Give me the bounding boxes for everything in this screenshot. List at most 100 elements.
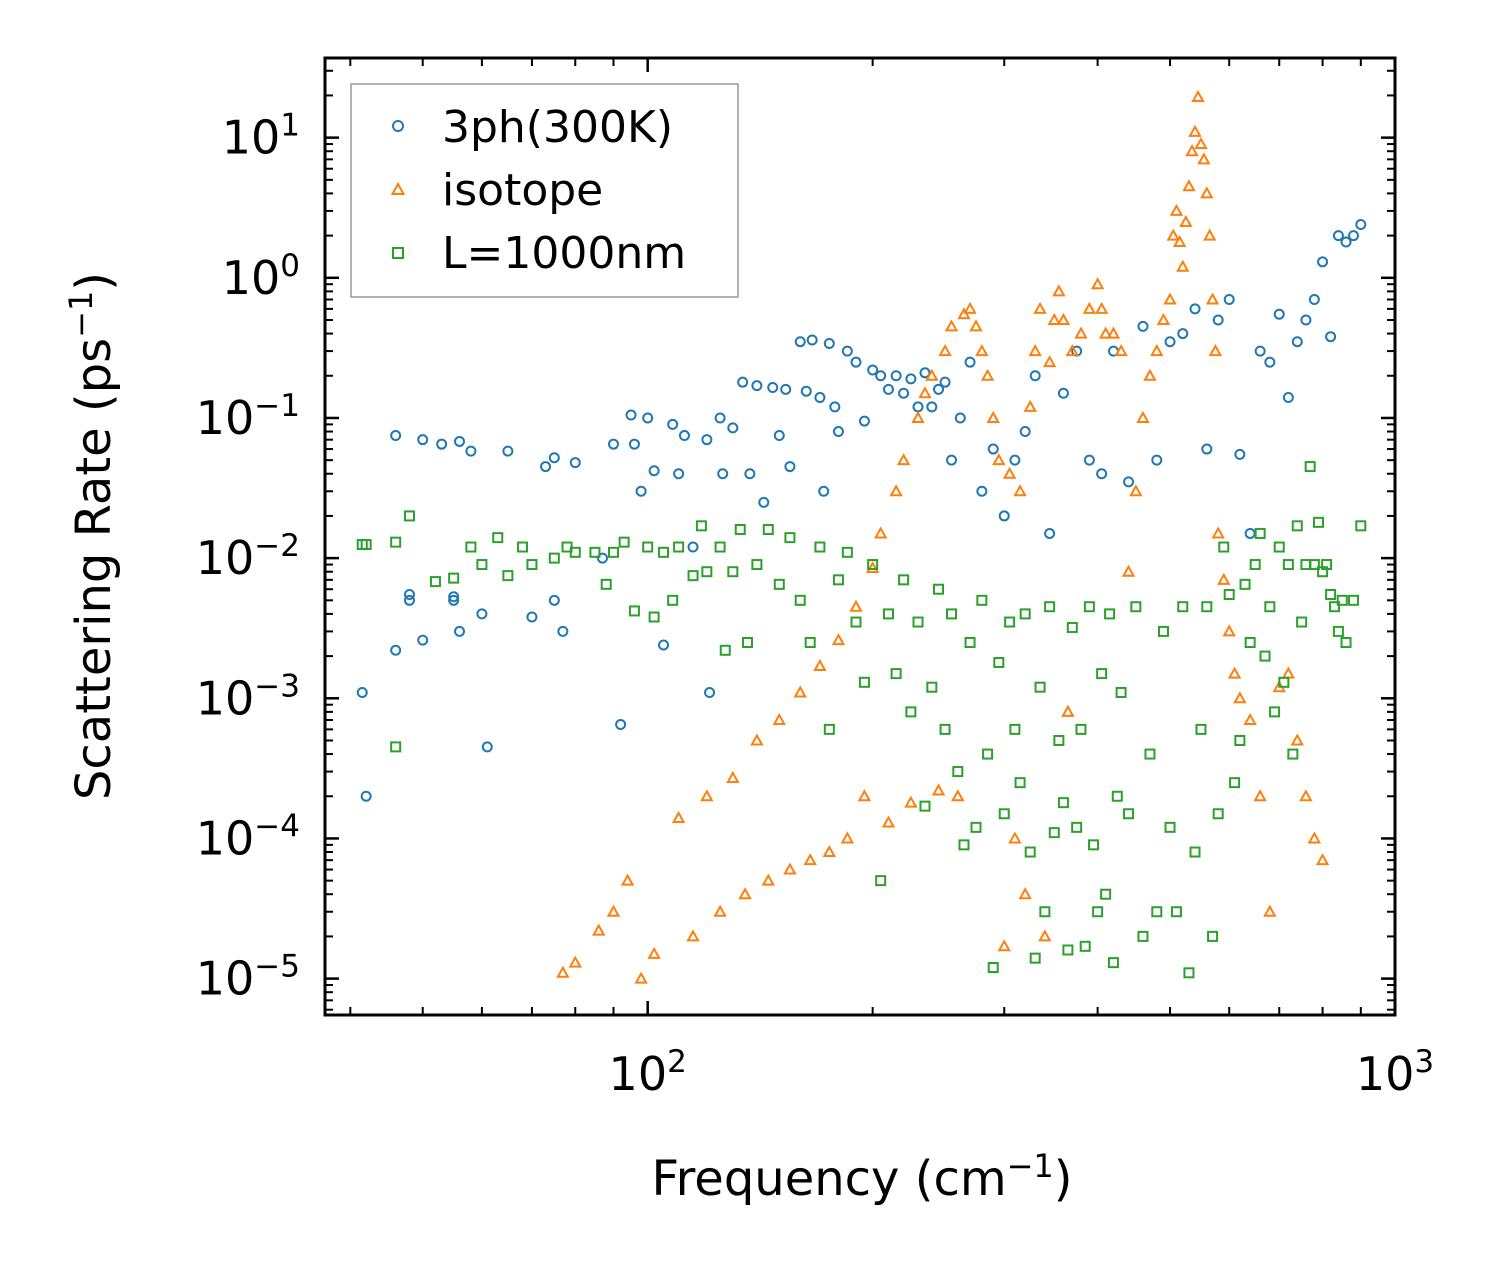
data-point: [569, 457, 581, 469]
data-point: [875, 370, 887, 382]
data-point: [403, 510, 415, 522]
data-point: [1208, 344, 1223, 357]
data-point: [1130, 601, 1142, 613]
data-point: [1170, 906, 1182, 918]
data-point: [794, 336, 806, 348]
data-point: [704, 686, 716, 698]
y-tick-label: 100: [222, 248, 300, 305]
data-point: [767, 381, 779, 393]
legend-entry-3ph: 3ph(300K): [392, 102, 673, 153]
data-point: [600, 578, 612, 590]
data-point: [1179, 214, 1193, 228]
data-point: [1253, 789, 1267, 802]
data-point: [890, 370, 902, 382]
data-point: [448, 572, 460, 584]
data-point: [1008, 831, 1022, 844]
data-point: [751, 559, 763, 571]
data-point: [1307, 831, 1322, 844]
plot-frame: [323, 56, 1397, 1017]
data-point: [841, 345, 853, 357]
data-point: [783, 862, 797, 875]
data-point: [1287, 748, 1299, 760]
data-point: [356, 686, 368, 698]
series-layer: [356, 89, 1367, 984]
data-point: [997, 939, 1011, 952]
data-point: [964, 356, 976, 368]
data-point: [1044, 527, 1056, 539]
data-point: [1002, 466, 1017, 479]
plot-area: [356, 89, 1367, 984]
data-point: [713, 904, 727, 917]
data-point: [719, 644, 731, 656]
data-point: [832, 426, 844, 438]
data-point: [1023, 399, 1037, 412]
data-point: [1176, 259, 1190, 272]
data-point: [939, 723, 951, 735]
data-point: [1090, 277, 1105, 290]
data-point: [1340, 236, 1352, 248]
data-point: [1254, 527, 1266, 539]
data-point: [772, 712, 786, 725]
data-point: [823, 337, 835, 349]
data-point: [784, 532, 796, 544]
data-point: [714, 412, 726, 424]
data-point: [403, 589, 415, 601]
data-point: [1094, 301, 1109, 314]
data-point: [1075, 723, 1087, 735]
data-point: [1239, 578, 1251, 590]
data-point: [502, 445, 514, 457]
data-point: [890, 668, 902, 680]
data-point: [1269, 706, 1281, 718]
data-point: [1038, 929, 1052, 942]
data-point: [1212, 808, 1224, 820]
data-point: [548, 594, 560, 606]
data-point: [1092, 906, 1104, 918]
data-point: [635, 485, 647, 497]
data-point: [1123, 476, 1135, 488]
data-point: [517, 541, 529, 553]
data-point: [803, 853, 817, 866]
data-point: [850, 356, 862, 368]
data-point: [875, 875, 887, 887]
data-point: [1234, 734, 1246, 746]
data-point: [465, 445, 477, 457]
data-point: [1201, 443, 1213, 455]
data-point: [904, 795, 918, 808]
data-point: [673, 541, 685, 553]
data-point: [933, 583, 945, 595]
data-point: [758, 496, 770, 508]
data-point: [762, 524, 774, 536]
data-point: [642, 541, 654, 553]
data-point: [1227, 666, 1242, 679]
data-point: [939, 376, 951, 388]
data-point: [1197, 152, 1211, 165]
data-point: [1019, 608, 1031, 620]
data-point: [780, 383, 792, 395]
data-point: [678, 429, 690, 441]
data-point: [1106, 326, 1121, 339]
data-point: [823, 723, 835, 735]
data-point: [1018, 887, 1032, 900]
data-point: [1079, 940, 1091, 952]
data-point: [841, 546, 853, 558]
data-point: [687, 541, 699, 553]
data-point: [1188, 124, 1202, 137]
data-point: [1019, 426, 1031, 438]
y-axis-label-exponent: −1: [62, 291, 100, 338]
data-point: [727, 566, 739, 578]
data-point: [569, 546, 581, 558]
data-point: [954, 412, 966, 424]
data-point: [952, 766, 964, 778]
data-point: [958, 839, 970, 851]
data-point: [1222, 624, 1236, 637]
data-point: [1290, 733, 1304, 746]
data-point: [481, 741, 493, 753]
data-point: [896, 453, 911, 466]
data-point: [557, 625, 569, 637]
data-point: [360, 539, 372, 551]
data-point: [1009, 723, 1021, 735]
data-point: [734, 524, 746, 536]
data-point: [1071, 821, 1083, 833]
data-point: [1182, 179, 1196, 192]
data-point: [925, 368, 939, 381]
